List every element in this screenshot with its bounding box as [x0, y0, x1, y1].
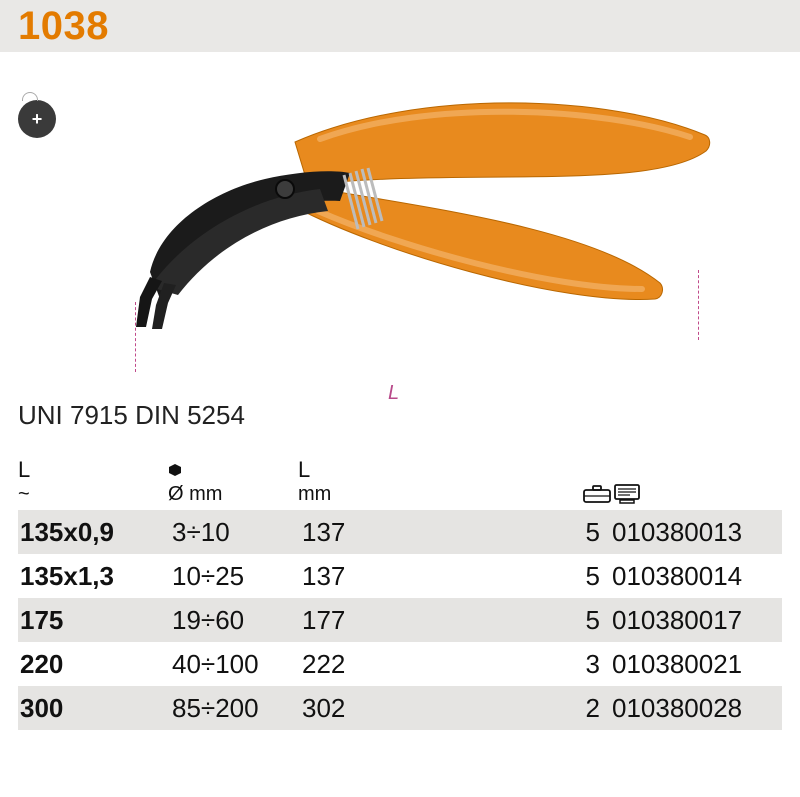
- cell-size: 220: [18, 649, 168, 680]
- external-circlip-icon: +: [18, 100, 56, 138]
- product-image-area: +: [0, 52, 800, 372]
- badge-plus: +: [32, 110, 43, 128]
- cell-diameter: 3÷10: [168, 517, 298, 548]
- cell-length: 302: [298, 693, 418, 724]
- cell-diameter: 19÷60: [168, 605, 298, 636]
- cell-size: 135x0,9: [18, 517, 168, 548]
- cell-pack: 5: [542, 605, 612, 636]
- terminal-icon: [612, 482, 642, 506]
- cell-length: 222: [298, 649, 418, 680]
- header-length: L mm: [298, 457, 418, 506]
- cell-pack: 5: [542, 561, 612, 592]
- title-bar: 1038: [0, 0, 800, 52]
- specifications-table: L ~ Ø mm L mm: [0, 450, 800, 730]
- table-row: 135x0,93÷10137 5010380013: [18, 510, 782, 554]
- cell-code: 010380014: [612, 561, 782, 592]
- table-row: 22040÷100222 3010380021: [18, 642, 782, 686]
- header-pack-icon: [542, 480, 612, 506]
- cell-pack: 5: [542, 517, 612, 548]
- header-diameter-sub: Ø mm: [168, 483, 298, 506]
- table-row: 135x1,310÷25137 5010380014: [18, 554, 782, 598]
- catalog-page: 1038 +: [0, 0, 800, 797]
- table-body: 135x0,93÷101375010380013135x1,310÷251375…: [18, 510, 782, 730]
- product-code: 1038: [18, 4, 109, 49]
- table-header-row: L ~ Ø mm L mm: [18, 450, 782, 510]
- cell-size: 175: [18, 605, 168, 636]
- header-diameter: Ø mm: [168, 457, 298, 506]
- cell-size: 300: [18, 693, 168, 724]
- table-row: 30085÷200302 2010380028: [18, 686, 782, 730]
- table-row: 17519÷60177 5010380017: [18, 598, 782, 642]
- cell-length: 177: [298, 605, 418, 636]
- header-order-icon: [612, 480, 782, 506]
- cell-code: 010380017: [612, 605, 782, 636]
- standards-text: UNI 7915 DIN 5254: [18, 400, 245, 431]
- cell-code: 010380021: [612, 649, 782, 680]
- dimension-marker-left: [135, 302, 136, 372]
- cell-length: 137: [298, 517, 418, 548]
- dimension-marker-right: [698, 270, 699, 340]
- cell-diameter: 40÷100: [168, 649, 298, 680]
- cell-length: 137: [298, 561, 418, 592]
- header-length-sub: mm: [298, 483, 418, 506]
- case-icon: [582, 484, 612, 504]
- header-length-top: L: [298, 457, 418, 483]
- cell-code: 010380013: [612, 517, 782, 548]
- dimension-letter-l: L: [388, 382, 399, 405]
- cell-diameter: 85÷200: [168, 693, 298, 724]
- cell-code: 010380028: [612, 693, 782, 724]
- cell-pack: 2: [542, 693, 612, 724]
- pliers-illustration: [90, 77, 750, 357]
- cell-diameter: 10÷25: [168, 561, 298, 592]
- cell-pack: 3: [542, 649, 612, 680]
- cell-size: 135x1,3: [18, 561, 168, 592]
- header-size-sub: ~: [18, 483, 168, 506]
- header-size-top: L: [18, 457, 168, 483]
- hex-icon: [168, 457, 298, 483]
- header-size: L ~: [18, 457, 168, 506]
